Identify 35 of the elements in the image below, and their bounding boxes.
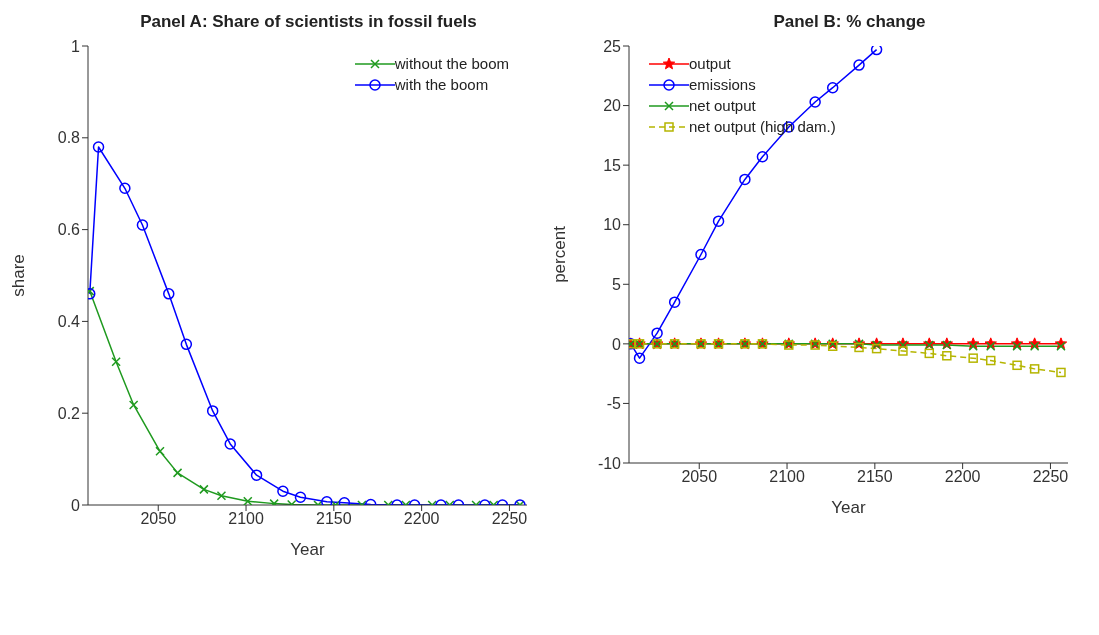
x-tick-label: 2150 <box>316 510 352 528</box>
x-tick-label: 2200 <box>403 510 440 528</box>
x-axis-title: Year <box>831 498 867 517</box>
y-tick-label: -10 <box>597 454 622 472</box>
y-tick-label: 0.2 <box>57 404 81 422</box>
y-tick-label: 25 <box>603 37 622 55</box>
y-tick-label: 20 <box>603 97 622 115</box>
y-tick-label: 0.4 <box>57 313 81 331</box>
y-tick-label: 5 <box>612 275 622 293</box>
y-tick-label: 0 <box>612 335 622 353</box>
x-tick-label: 2100 <box>769 468 805 486</box>
x-axis-title: Year <box>290 540 326 559</box>
chart-title: Panel B: % change <box>772 12 927 32</box>
x-tick-label: 2050 <box>681 468 718 486</box>
y-axis-title: percent <box>550 225 570 283</box>
x-tick-label: 2200 <box>944 468 981 486</box>
legend-label: without the boom <box>394 55 509 72</box>
legend-label: emissions <box>689 76 756 93</box>
x-tick-label: 2250 <box>1032 468 1069 486</box>
y-tick-label: 1 <box>71 37 81 55</box>
legend-label: output <box>689 55 731 72</box>
x-tick-label: 2100 <box>228 510 264 528</box>
x-tick-label: 2150 <box>857 468 893 486</box>
chart-title: Panel A: Share of scientists in fossil fuels <box>139 12 478 32</box>
y-tick-label: -5 <box>606 395 622 413</box>
y-tick-label: 0.6 <box>57 221 81 239</box>
y-tick-label: 10 <box>603 216 622 234</box>
y-tick-label: 0.8 <box>57 129 81 147</box>
y-tick-label: 0 <box>71 496 81 514</box>
legend-label: with the boom <box>394 76 489 93</box>
y-axis-title: share <box>9 254 29 297</box>
x-tick-label: 2250 <box>491 510 528 528</box>
x-tick-label: 2050 <box>140 510 177 528</box>
y-tick-label: 15 <box>603 156 622 174</box>
legend-label: net output <box>689 97 756 114</box>
